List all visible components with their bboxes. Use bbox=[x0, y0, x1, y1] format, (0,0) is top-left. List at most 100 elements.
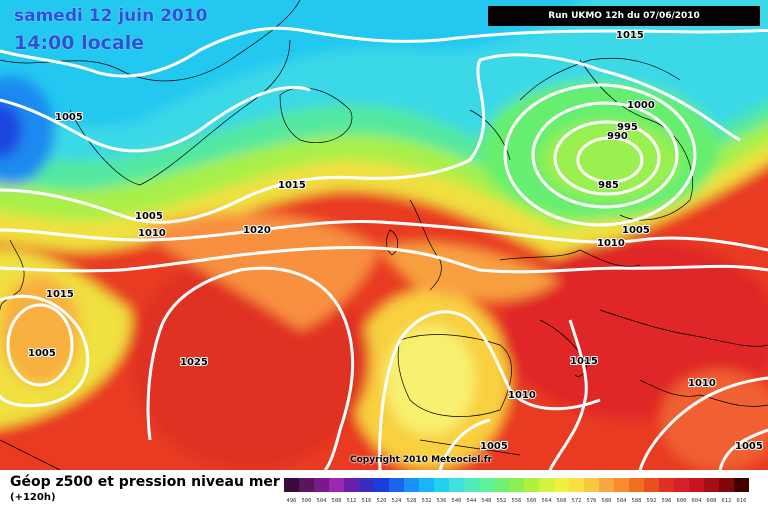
scale-swatch bbox=[719, 478, 734, 492]
scale-label: 572 bbox=[571, 498, 582, 504]
isobar-label: 1005 bbox=[28, 348, 56, 359]
scale-swatch bbox=[374, 478, 389, 492]
scale-label: 512 bbox=[346, 498, 357, 504]
scale-swatch bbox=[329, 478, 344, 492]
forecast-date: samedi 12 juin 2010 bbox=[14, 6, 208, 26]
scale-swatch bbox=[524, 478, 539, 492]
scale-label: 556 bbox=[511, 498, 522, 504]
isobars bbox=[0, 26, 768, 470]
isobar bbox=[718, 428, 768, 470]
scale-swatch bbox=[734, 478, 749, 492]
scale-swatch bbox=[314, 478, 329, 492]
isobar-label: 1020 bbox=[243, 225, 271, 236]
geopotential-field bbox=[0, 0, 768, 470]
isobar-label: 1025 bbox=[180, 357, 208, 368]
scale-swatch bbox=[434, 478, 449, 492]
isobar-labels: 1015 1005 1000 995 990 985 1005 1010 101… bbox=[27, 29, 764, 453]
scale-label: 536 bbox=[436, 498, 447, 504]
scale-swatch bbox=[599, 478, 614, 492]
low-pressure-ring bbox=[6, 303, 74, 387]
low-pressure-ring bbox=[531, 101, 679, 209]
scale-label: 544 bbox=[466, 498, 477, 504]
scale-label: 604 bbox=[691, 498, 702, 504]
isobar bbox=[0, 220, 768, 252]
scale-label: 612 bbox=[721, 498, 732, 504]
scale-swatch bbox=[644, 478, 659, 492]
scale-swatch bbox=[389, 478, 404, 492]
scale-label: 528 bbox=[406, 498, 417, 504]
scale-label: 524 bbox=[391, 498, 402, 504]
scale-swatch bbox=[614, 478, 629, 492]
isobar-label: 1010 bbox=[688, 378, 716, 389]
scale-label: 504 bbox=[316, 498, 327, 504]
isobar bbox=[0, 26, 768, 78]
low-pressure-ring bbox=[576, 136, 644, 184]
scale-swatch bbox=[554, 478, 569, 492]
scale-label: 564 bbox=[541, 498, 552, 504]
isobar-label: 1015 bbox=[278, 180, 306, 191]
weather-map: 1015 1005 1000 995 990 985 1005 1010 101… bbox=[0, 0, 768, 470]
isobar-label: 1015 bbox=[570, 356, 598, 367]
model-run-info: Run UKMO 12h du 07/06/2010 bbox=[488, 6, 760, 26]
isobar bbox=[0, 246, 768, 274]
isobar bbox=[548, 319, 588, 470]
scale-swatch bbox=[299, 478, 314, 492]
isobar-label: 990 bbox=[607, 131, 628, 142]
color-scale-labels: 496 500 504 508 512 516 520 524 528 532 536 540 544 5… bbox=[284, 498, 749, 504]
isobar-label: 1015 bbox=[616, 30, 644, 41]
scale-swatch bbox=[479, 478, 494, 492]
isobar-label: 1015 bbox=[46, 289, 74, 300]
low-pressure-ring bbox=[553, 120, 661, 196]
isobar-label: 1010 bbox=[138, 228, 166, 239]
scale-label: 600 bbox=[676, 498, 687, 504]
scale-label: 508 bbox=[331, 498, 342, 504]
scale-swatch bbox=[629, 478, 644, 492]
forecast-lead-time: (+120h) bbox=[10, 492, 56, 503]
isobar-label: 1005 bbox=[735, 441, 763, 452]
coastlines bbox=[0, 0, 768, 470]
scale-swatch bbox=[569, 478, 584, 492]
scale-swatch bbox=[449, 478, 464, 492]
scale-label: 608 bbox=[706, 498, 717, 504]
scale-swatch bbox=[344, 478, 359, 492]
isobar-label: 1005 bbox=[480, 441, 508, 452]
scale-label: 588 bbox=[631, 498, 642, 504]
scale-swatch bbox=[674, 478, 689, 492]
scale-label: 532 bbox=[421, 498, 432, 504]
scale-swatch bbox=[689, 478, 704, 492]
scale-label: 596 bbox=[661, 498, 672, 504]
isobar bbox=[0, 53, 741, 224]
scale-swatch bbox=[539, 478, 554, 492]
copyright-text: Copyright 2010 Meteociel.fr bbox=[350, 455, 493, 465]
isobar bbox=[0, 294, 90, 408]
scale-label: 520 bbox=[376, 498, 387, 504]
forecast-time: 14:00 locale bbox=[14, 32, 145, 54]
scale-swatch bbox=[584, 478, 599, 492]
scale-label: 552 bbox=[496, 498, 507, 504]
scale-label: 500 bbox=[301, 498, 312, 504]
scale-swatch bbox=[419, 478, 434, 492]
map-title: Géop z500 et pression niveau mer bbox=[10, 474, 280, 490]
scale-label: 592 bbox=[646, 498, 657, 504]
scale-label: 516 bbox=[361, 498, 372, 504]
scale-swatch bbox=[494, 478, 509, 492]
scale-label: 576 bbox=[586, 498, 597, 504]
isobar bbox=[438, 418, 491, 470]
scale-swatch bbox=[509, 478, 524, 492]
isobar bbox=[378, 310, 601, 470]
isobar bbox=[146, 266, 355, 470]
scale-label: 580 bbox=[601, 498, 612, 504]
scale-swatch bbox=[704, 478, 719, 492]
scale-label: 540 bbox=[451, 498, 462, 504]
scale-label: 560 bbox=[526, 498, 537, 504]
scale-swatch bbox=[284, 478, 299, 492]
scale-label: 584 bbox=[616, 498, 627, 504]
scale-label: 616 bbox=[736, 498, 747, 504]
scale-label: 568 bbox=[556, 498, 567, 504]
isobar-label: 985 bbox=[598, 180, 619, 191]
isobar-label: 1000 bbox=[627, 100, 655, 111]
low-pressure-ring bbox=[503, 83, 697, 227]
scale-label: 496 bbox=[286, 498, 297, 504]
scale-swatch bbox=[404, 478, 419, 492]
isobar bbox=[638, 376, 768, 470]
